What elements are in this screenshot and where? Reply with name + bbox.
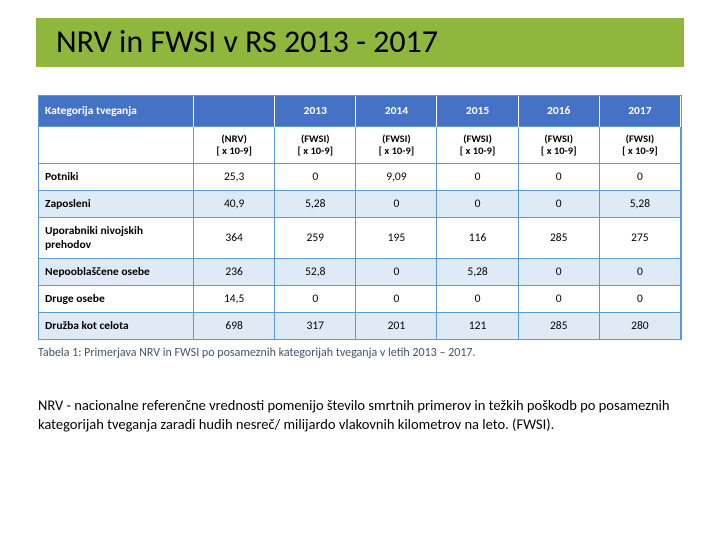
row-value: 5,28 — [275, 191, 356, 218]
table-row: Družba kot celota698317201121285280 — [39, 313, 681, 340]
table-row: Druge osebe14,500000 — [39, 286, 681, 313]
row-value: 5,28 — [599, 191, 680, 218]
col-header-category: Kategorija tveganja — [39, 96, 194, 127]
subheader-fwsi-2014: (FWSI)[ x 10-9] — [356, 127, 437, 164]
row-label: Uporabniki nivojskih prehodov — [39, 218, 194, 259]
row-value: 317 — [275, 313, 356, 340]
row-value: 195 — [356, 218, 437, 259]
col-header-2013: 2013 — [275, 96, 356, 127]
subheader-fwsi-2017: (FWSI)[ x 10-9] — [599, 127, 680, 164]
table-header-row-years: Kategorija tveganja 2013 2014 2015 2016 … — [39, 96, 681, 127]
row-label: Nepooblaščene osebe — [39, 259, 194, 286]
row-value: 0 — [437, 286, 518, 313]
row-value: 0 — [356, 286, 437, 313]
row-value: 275 — [599, 218, 680, 259]
row-value: 52,8 — [275, 259, 356, 286]
row-value: 698 — [194, 313, 275, 340]
slide-title: NRV in FWSI v RS 2013 - 2017 — [56, 22, 664, 61]
footnote-text: NRV - nacionalne referenčne vrednosti po… — [38, 396, 682, 433]
col-header-nrv — [194, 96, 275, 127]
table-row: Nepooblaščene osebe23652,805,2800 — [39, 259, 681, 286]
subheader-blank — [39, 127, 194, 164]
table-caption: Tabela 1: Primerjava NRV in FWSI po posa… — [36, 340, 684, 360]
row-value: 0 — [437, 164, 518, 191]
row-value: 9,09 — [356, 164, 437, 191]
title-bar: NRV in FWSI v RS 2013 - 2017 — [36, 18, 684, 67]
row-label: Druge osebe — [39, 286, 194, 313]
row-value: 0 — [356, 259, 437, 286]
subheader-nrv: (NRV)[ x 10-9] — [194, 127, 275, 164]
row-value: 121 — [437, 313, 518, 340]
row-value: 280 — [599, 313, 680, 340]
row-value: 14,5 — [194, 286, 275, 313]
row-value: 0 — [518, 191, 599, 218]
table-row: Uporabniki nivojskih prehodov36425919511… — [39, 218, 681, 259]
data-table: Kategorija tveganja 2013 2014 2015 2016 … — [39, 96, 681, 339]
row-value: 285 — [518, 218, 599, 259]
subheader-fwsi-2013: (FWSI)[ x 10-9] — [275, 127, 356, 164]
slide: NRV in FWSI v RS 2013 - 2017 Kategorija … — [0, 0, 720, 540]
table-row: Potniki25,309,09000 — [39, 164, 681, 191]
row-label: Družba kot celota — [39, 313, 194, 340]
row-value: 116 — [437, 218, 518, 259]
subheader-fwsi-2016: (FWSI)[ x 10-9] — [518, 127, 599, 164]
table-header-row-units: (NRV)[ x 10-9] (FWSI)[ x 10-9] (FWSI)[ x… — [39, 127, 681, 164]
row-value: 0 — [518, 286, 599, 313]
row-value: 364 — [194, 218, 275, 259]
row-label: Potniki — [39, 164, 194, 191]
data-table-container: Kategorija tveganja 2013 2014 2015 2016 … — [38, 95, 682, 340]
row-value: 0 — [599, 259, 680, 286]
subheader-fwsi-2015: (FWSI)[ x 10-9] — [437, 127, 518, 164]
row-value: 259 — [275, 218, 356, 259]
col-header-2017: 2017 — [599, 96, 680, 127]
row-value: 0 — [599, 286, 680, 313]
row-value: 0 — [599, 164, 680, 191]
row-value: 25,3 — [194, 164, 275, 191]
col-header-2015: 2015 — [437, 96, 518, 127]
row-label: Zaposleni — [39, 191, 194, 218]
table-row: Zaposleni40,95,280005,28 — [39, 191, 681, 218]
col-header-2014: 2014 — [356, 96, 437, 127]
table-body: Potniki25,309,09000Zaposleni40,95,280005… — [39, 164, 681, 340]
row-value: 0 — [275, 286, 356, 313]
row-value: 0 — [518, 259, 599, 286]
row-value: 0 — [275, 164, 356, 191]
row-value: 40,9 — [194, 191, 275, 218]
col-header-2016: 2016 — [518, 96, 599, 127]
row-value: 0 — [518, 164, 599, 191]
row-value: 0 — [356, 191, 437, 218]
row-value: 5,28 — [437, 259, 518, 286]
row-value: 201 — [356, 313, 437, 340]
row-value: 0 — [437, 191, 518, 218]
row-value: 285 — [518, 313, 599, 340]
row-value: 236 — [194, 259, 275, 286]
